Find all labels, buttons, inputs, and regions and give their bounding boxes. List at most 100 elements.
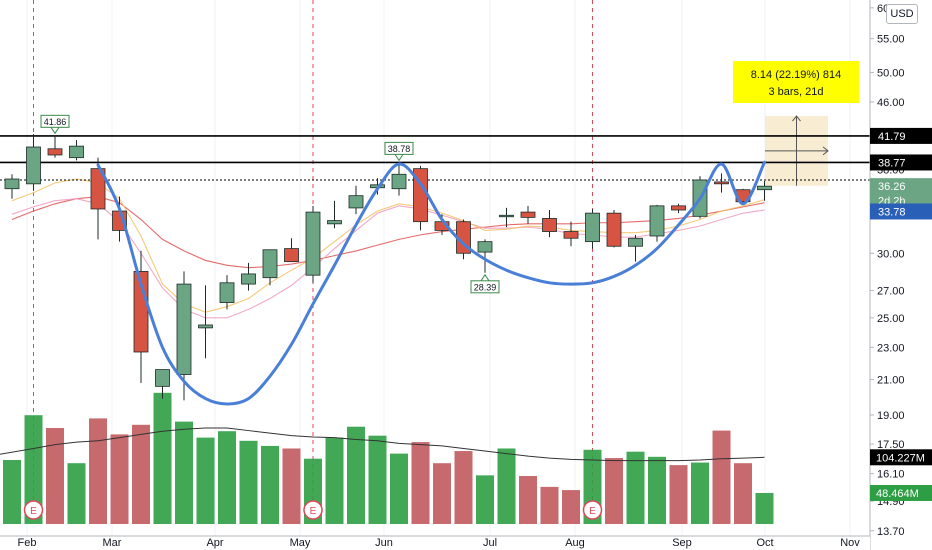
candle-body-22	[477, 241, 493, 253]
volume-bar-13	[282, 448, 301, 524]
earnings-marker-circle-1[interactable]	[303, 500, 323, 520]
candle-30	[649, 204, 665, 242]
candle-13	[284, 238, 299, 263]
candle-22	[477, 239, 493, 273]
earnings-marker-2[interactable]: E	[582, 500, 603, 520]
measure-arrow-head-up	[792, 115, 801, 122]
volume-bar-8	[175, 421, 193, 524]
earnings-marker-0[interactable]: E	[23, 500, 44, 520]
candle-body-9	[198, 324, 213, 329]
candle-body-11	[241, 273, 256, 285]
annotation-label-0: 41.86	[44, 117, 67, 127]
price-line-tag-1	[870, 154, 932, 171]
volume-bar-19	[411, 442, 430, 524]
candle-25	[542, 210, 557, 238]
candle-body-8	[176, 283, 192, 375]
annotation-label-2: 28.39	[474, 282, 497, 292]
annotation-box-2	[470, 280, 500, 294]
price-tick-1: 55.00	[877, 34, 905, 46]
candle-body-4	[90, 168, 106, 210]
candle-body-35	[757, 185, 772, 191]
volume-bar-6	[132, 424, 150, 524]
candle-body-24	[520, 211, 536, 218]
time-label-4: Jun	[375, 537, 393, 549]
candle-body-7	[155, 369, 170, 387]
candle-12	[262, 249, 278, 286]
volume-bars	[3, 392, 774, 524]
candle-8	[176, 271, 192, 401]
candle-15	[327, 200, 342, 229]
time-label-3: May	[290, 537, 311, 549]
price-tick-8: 27.00	[877, 286, 905, 298]
candle-3	[69, 140, 84, 161]
annotation-pointer-1	[394, 154, 404, 162]
volume-bar-17	[368, 435, 387, 524]
cup-handle-pattern-curve[interactable]	[96, 160, 766, 406]
annotation-box-1	[384, 141, 414, 155]
time-axis[interactable]: Feb Mar Apr May Jun Jul Aug Sep Oct Nov	[0, 535, 870, 550]
volume-bar-1	[24, 415, 43, 524]
earnings-marker-label-1: E	[310, 506, 317, 517]
volume-ma-line	[0, 427, 765, 462]
annotation-1: 38.78	[384, 141, 414, 162]
price-tick-11: 21.00	[877, 375, 905, 387]
candle-35	[757, 180, 772, 201]
annotation-label-1: 38.78	[388, 144, 411, 154]
volume-bar-22	[476, 475, 494, 524]
candle-body-0	[4, 178, 20, 190]
volume-bar-4	[89, 418, 107, 524]
horizontal-price-lines[interactable]	[0, 135, 870, 181]
candle-body-26	[563, 231, 579, 239]
measure-arrow-head-right	[822, 146, 829, 156]
price-annotations: 41.86 38.78 28.39	[40, 114, 500, 294]
candle-29	[628, 234, 643, 262]
volume-bar-5	[110, 434, 129, 524]
moving-average-2	[11, 178, 765, 313]
candlesticks	[4, 134, 772, 401]
candle-body-18	[391, 173, 407, 190]
time-label-1: Mar	[103, 537, 122, 549]
candle-body-31	[671, 205, 686, 211]
candle-body-14	[305, 211, 321, 276]
volume-bar-3	[67, 463, 86, 524]
volume-tag-1	[870, 484, 932, 501]
volume-bar-12	[261, 445, 279, 524]
time-axis-background	[0, 536, 870, 550]
price-tick-10: 23.00	[877, 342, 905, 354]
candle-33	[714, 173, 729, 193]
moving-average-1	[11, 198, 765, 319]
volume-bar-2	[46, 428, 64, 524]
currency-button[interactable]: USD	[886, 4, 918, 24]
price-line-tag-0	[870, 127, 932, 144]
volume-bar-29	[626, 451, 645, 524]
earnings-marker-1[interactable]: E	[303, 500, 323, 520]
candle-body-28	[606, 212, 622, 247]
measure-range-box[interactable]	[765, 115, 829, 186]
price-tick-13: 17.50	[877, 439, 905, 451]
price-axis[interactable]: 60.0055.0050.0046.0042.0038.0034.0030.00…	[869, 0, 932, 550]
candle-body-25	[542, 218, 557, 232]
earnings-marker-circle-2[interactable]	[582, 500, 603, 520]
time-label-5: Jul	[483, 537, 497, 549]
candle-4	[90, 157, 106, 240]
measure-callout: 8.14 (22.19%) 814 3 bars, 21d	[733, 61, 859, 103]
earnings-marker-circle-0[interactable]	[23, 500, 44, 520]
candle-body-16	[348, 195, 364, 209]
volume-bar-28	[605, 458, 623, 524]
pattern-curve[interactable]	[96, 160, 766, 406]
volume-tag-0	[870, 449, 932, 466]
price-tag-2	[870, 203, 932, 220]
price-tag-label-0: 36.26	[878, 181, 906, 193]
candle-16	[348, 185, 364, 215]
price-tick-3: 46.00	[877, 97, 905, 109]
price-tick-14: 16.10	[877, 469, 905, 481]
volume-bar-33	[712, 430, 731, 524]
price-tick-9: 25.00	[877, 313, 905, 325]
candle-0	[4, 174, 20, 199]
candle-body-3	[69, 145, 84, 159]
candle-body-10	[219, 282, 235, 303]
candle-27	[585, 208, 600, 249]
candle-14	[305, 205, 321, 283]
